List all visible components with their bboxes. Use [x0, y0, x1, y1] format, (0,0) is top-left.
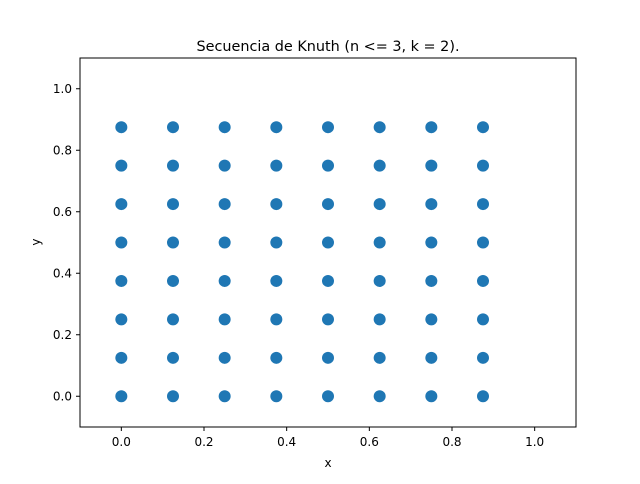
data-point — [115, 274, 128, 287]
data-point — [218, 236, 231, 249]
data-point — [115, 121, 128, 134]
data-point — [218, 351, 231, 364]
y-tick-label: 0.2 — [53, 328, 72, 342]
data-point — [115, 159, 128, 172]
x-axis-ticks: 0.0 0.2 0.4 0.6 0.8 1.0 — [112, 427, 544, 449]
data-point — [115, 351, 128, 364]
x-tick-label: 0.8 — [442, 435, 461, 449]
data-point — [477, 236, 489, 249]
x-tick-label: 0.0 — [112, 435, 131, 449]
data-point — [167, 236, 179, 249]
data-point — [167, 274, 179, 287]
data-point — [477, 351, 489, 364]
data-point — [373, 351, 386, 364]
data-point — [322, 313, 334, 326]
plot-area-frame — [79, 57, 577, 428]
data-point — [322, 236, 334, 249]
data-point — [425, 159, 438, 172]
x-tick-label: 1.0 — [525, 435, 544, 449]
data-point — [425, 198, 438, 211]
data-point — [167, 313, 179, 326]
data-point — [373, 121, 386, 134]
data-point — [115, 313, 128, 326]
data-point — [373, 159, 386, 172]
data-point — [373, 198, 386, 211]
data-point — [270, 390, 283, 403]
data-point — [322, 198, 334, 211]
data-point — [425, 351, 438, 364]
data-point — [373, 236, 386, 249]
data-point — [425, 121, 438, 134]
data-point — [115, 198, 128, 211]
data-point — [425, 390, 438, 403]
data-point — [270, 236, 283, 249]
data-point — [322, 274, 334, 287]
data-point — [373, 274, 386, 287]
data-point — [425, 236, 438, 249]
data-point — [477, 159, 489, 172]
x-tick-label: 0.6 — [360, 435, 379, 449]
data-point — [322, 121, 334, 134]
data-point — [167, 390, 179, 403]
data-point — [322, 351, 334, 364]
data-point — [373, 313, 386, 326]
y-tick-label: 0.6 — [53, 205, 72, 219]
data-point — [373, 390, 386, 403]
points-layer — [115, 121, 489, 403]
data-point — [322, 390, 334, 403]
data-point — [477, 198, 489, 211]
data-point — [167, 121, 179, 134]
data-point — [425, 313, 438, 326]
data-point — [477, 274, 489, 287]
data-point — [115, 236, 128, 249]
y-tick-label: 0.8 — [53, 143, 72, 157]
data-point — [270, 274, 283, 287]
data-point — [270, 351, 283, 364]
data-point — [218, 121, 231, 134]
data-point — [115, 390, 128, 403]
data-point — [218, 390, 231, 403]
x-tick-label: 0.2 — [194, 435, 213, 449]
y-axis-ticks: 0.0 0.2 0.4 0.6 0.8 1.0 — [53, 82, 80, 403]
data-point — [167, 351, 179, 364]
y-tick-label: 0.4 — [53, 266, 72, 280]
y-axis-label: y — [29, 238, 43, 245]
data-point — [477, 313, 489, 326]
chart-title: Secuencia de Knuth (n <= 3, k = 2). — [196, 39, 459, 55]
data-point — [270, 313, 283, 326]
data-point — [218, 313, 231, 326]
y-tick-label: 1.0 — [53, 82, 72, 96]
x-tick-label: 0.4 — [277, 435, 296, 449]
data-point — [477, 390, 489, 403]
data-point — [477, 121, 489, 134]
data-point — [322, 159, 334, 172]
data-point — [167, 198, 179, 211]
y-tick-label: 0.0 — [53, 389, 72, 403]
data-point — [270, 159, 283, 172]
data-point — [167, 159, 179, 172]
data-point — [425, 274, 438, 287]
data-point — [218, 159, 231, 172]
data-point — [218, 274, 231, 287]
data-point — [270, 198, 283, 211]
x-axis-label: x — [324, 456, 331, 470]
data-point — [218, 198, 231, 211]
data-point — [270, 121, 283, 134]
